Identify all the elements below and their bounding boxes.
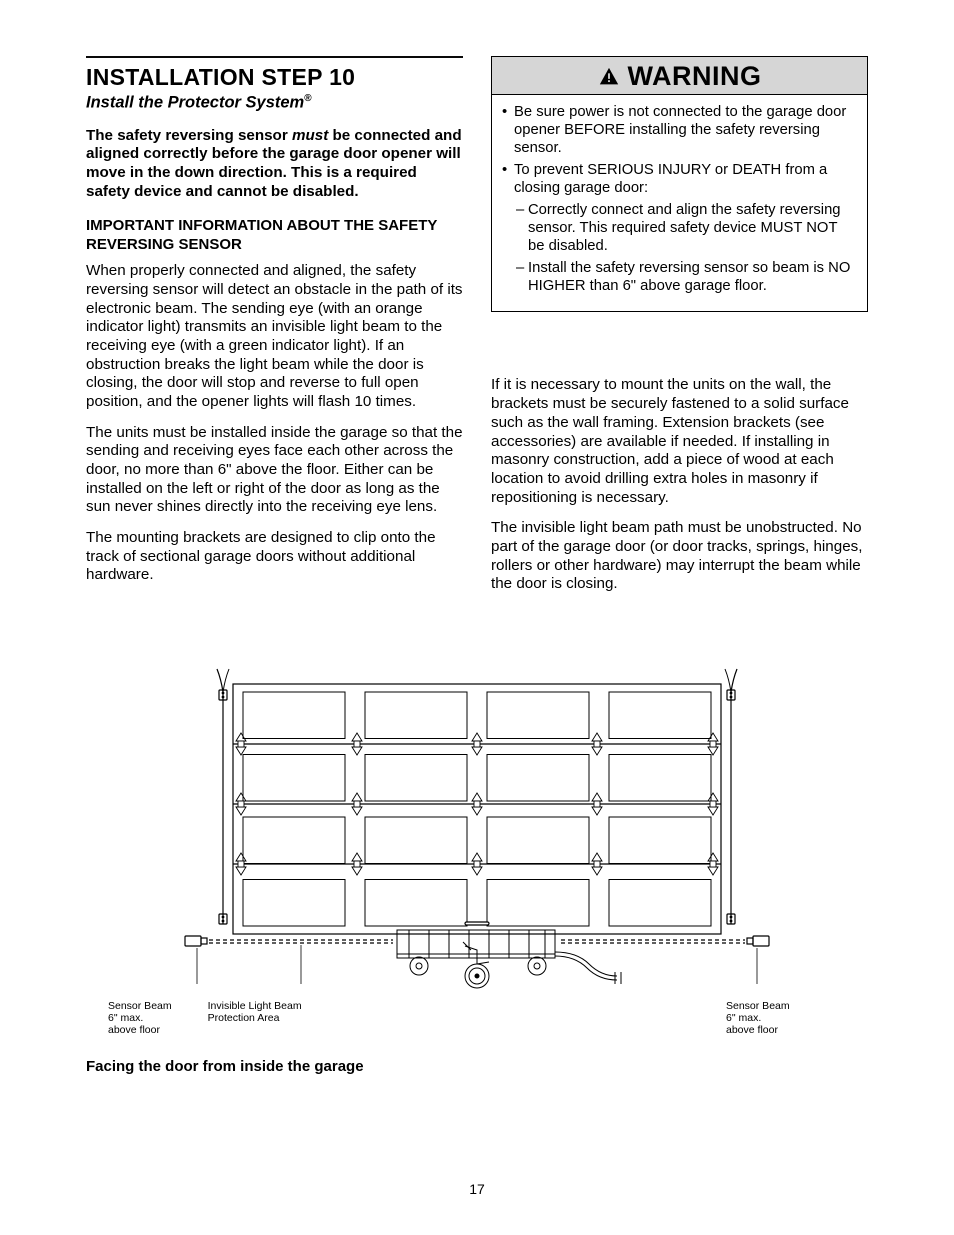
step-title: INSTALLATION STEP 10 [86, 64, 463, 91]
left-para-2: The units must be installed inside the g… [86, 424, 463, 517]
garage-door-diagram: Sensor Beam 6" max. above floor Invisibl… [86, 664, 868, 1075]
subtitle: Install the Protector System® [86, 93, 463, 113]
subtitle-text: Install the Protector System [86, 94, 304, 112]
right-para-2: The invisible light beam path must be un… [491, 519, 868, 594]
page-number: 17 [0, 1181, 954, 1197]
registered-mark: ® [304, 93, 311, 104]
diagram-label-left-sensor: Sensor Beam 6" max. above floor [108, 1000, 172, 1036]
bold-intro-pre: The safety reversing sensor [86, 127, 292, 144]
info-header: IMPORTANT INFORMATION ABOUT THE SAFETY R… [86, 217, 463, 254]
warning-dash-2: Install the safety reversing sensor so b… [502, 259, 857, 295]
left-para-3: The mounting brackets are designed to cl… [86, 529, 463, 585]
bold-intro-must: must [292, 127, 328, 144]
diagram-caption: Facing the door from inside the garage [86, 1058, 868, 1075]
left-para-1: When properly connected and aligned, the… [86, 262, 463, 412]
warning-triangle-icon [598, 66, 620, 88]
bold-intro: The safety reversing sensor must be conn… [86, 127, 463, 202]
warning-box: WARNING Be sure power is not connected t… [491, 56, 868, 312]
warning-bullet-2: To prevent SERIOUS INJURY or DEATH from … [502, 161, 857, 197]
warning-body: Be sure power is not connected to the ga… [492, 95, 867, 311]
diagram-label-right-sensor: Sensor Beam 6" max. above floor [726, 1000, 846, 1036]
warning-title: WARNING [628, 61, 762, 92]
warning-header: WARNING [492, 57, 867, 95]
warning-bullet-1: Be sure power is not connected to the ga… [502, 103, 857, 157]
warning-dash-1: Correctly connect and align the safety r… [502, 201, 857, 255]
diagram-label-protection: Invisible Light Beam Protection Area [208, 1000, 302, 1036]
right-para-1: If it is necessary to mount the units on… [491, 376, 868, 507]
